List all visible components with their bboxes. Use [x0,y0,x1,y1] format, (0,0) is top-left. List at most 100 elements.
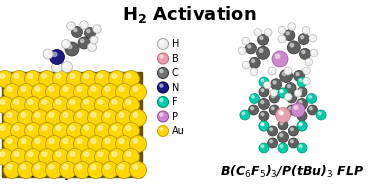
Circle shape [287,93,297,103]
Circle shape [53,96,70,114]
Circle shape [53,122,70,140]
Circle shape [78,37,90,49]
Circle shape [0,152,5,156]
Circle shape [285,93,292,101]
Circle shape [28,100,33,104]
Circle shape [251,107,254,110]
Circle shape [87,162,104,179]
Bar [73,157,77,163]
Bar [59,131,64,137]
Text: Au: Au [172,126,185,136]
Bar [115,131,119,137]
Circle shape [268,67,276,75]
Circle shape [133,113,138,117]
Circle shape [273,81,276,84]
Bar [135,118,141,125]
Circle shape [243,39,246,41]
Circle shape [0,122,14,140]
Circle shape [42,126,47,130]
Circle shape [0,74,5,78]
Bar [31,157,36,163]
Circle shape [87,30,90,33]
Circle shape [280,28,282,30]
Circle shape [305,58,313,66]
Circle shape [84,74,89,78]
Bar [101,79,105,85]
Circle shape [67,22,75,30]
Circle shape [242,37,249,45]
Circle shape [280,69,293,82]
Circle shape [286,32,289,35]
Circle shape [278,35,286,43]
Bar [129,131,133,137]
Circle shape [35,87,40,91]
Circle shape [31,84,48,100]
Circle shape [87,136,104,153]
Circle shape [39,96,56,114]
Circle shape [160,99,163,102]
Circle shape [3,136,20,153]
Circle shape [307,94,317,103]
Circle shape [263,81,271,89]
Circle shape [299,145,302,148]
Circle shape [245,43,256,54]
Circle shape [122,122,139,140]
Circle shape [42,152,47,156]
Bar [23,118,28,125]
Circle shape [310,49,318,57]
Circle shape [278,110,288,120]
Circle shape [70,74,75,78]
Circle shape [304,68,307,70]
Bar [65,118,71,125]
Circle shape [81,148,98,165]
Circle shape [98,126,103,130]
Circle shape [280,145,283,148]
Circle shape [82,22,84,25]
Bar [17,105,22,111]
Circle shape [112,100,117,104]
Bar [3,105,8,111]
Bar [23,144,28,151]
Text: C: C [172,68,179,78]
Circle shape [158,125,169,137]
Circle shape [67,70,84,88]
Circle shape [160,113,163,116]
Circle shape [287,105,297,115]
Text: F: F [172,97,178,107]
Bar [121,144,127,151]
Circle shape [299,79,302,82]
Circle shape [45,136,62,153]
Circle shape [84,100,89,104]
Circle shape [17,136,34,153]
Circle shape [122,96,139,114]
Circle shape [160,128,163,131]
Circle shape [288,138,298,148]
Circle shape [105,165,110,169]
Circle shape [126,126,131,130]
Circle shape [45,110,62,126]
Circle shape [259,99,270,110]
Circle shape [160,70,163,73]
Circle shape [63,87,68,91]
Circle shape [116,84,133,100]
Circle shape [297,121,307,131]
Circle shape [290,43,294,47]
Circle shape [98,74,103,78]
Circle shape [278,88,288,98]
Circle shape [278,110,288,120]
Bar [17,79,22,85]
Circle shape [271,79,282,90]
Circle shape [133,139,138,143]
Circle shape [299,113,302,116]
Circle shape [65,42,79,56]
Circle shape [310,36,313,38]
Circle shape [261,89,264,92]
Circle shape [270,105,279,115]
Circle shape [240,110,250,120]
Circle shape [71,27,82,38]
Circle shape [84,152,89,156]
Circle shape [299,48,311,59]
Circle shape [270,128,273,131]
Circle shape [49,113,54,117]
Circle shape [84,126,89,130]
